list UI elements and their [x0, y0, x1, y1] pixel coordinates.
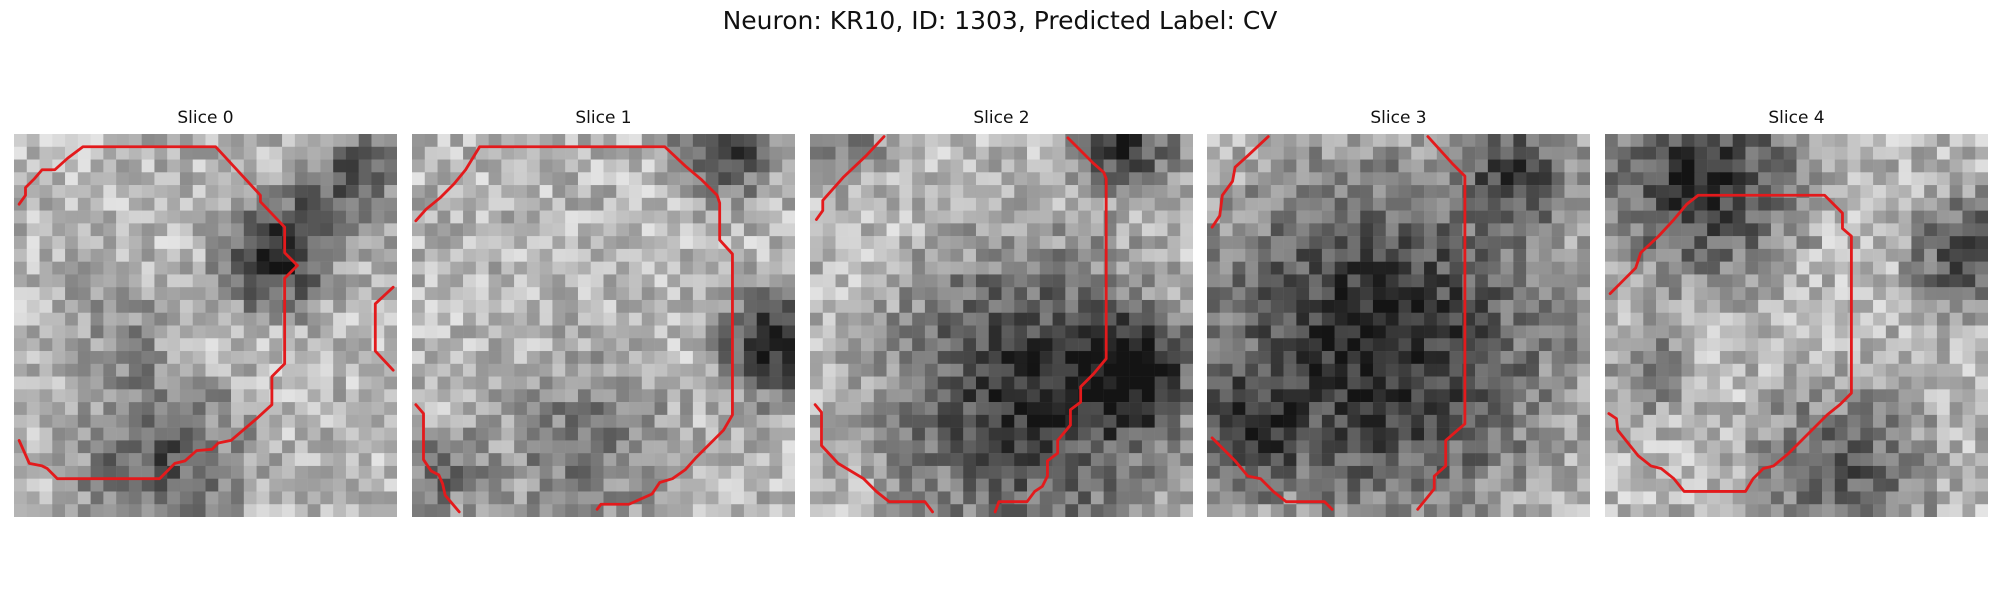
slice-2-image	[810, 134, 1193, 517]
slice-4-title: Slice 4	[1768, 108, 1825, 128]
slice-0-contour	[17, 145, 395, 481]
slice-2-contour	[813, 135, 1108, 514]
slice-0-image	[14, 134, 397, 517]
slice-4-pixels	[1605, 134, 1988, 517]
slice-3-title: Slice 3	[1370, 108, 1427, 128]
slice-1-image	[412, 134, 795, 517]
slice-0-pixels	[14, 134, 397, 517]
slice-3-pixels	[1207, 134, 1590, 517]
slice-1-pixels	[412, 134, 795, 517]
slice-0-title: Slice 0	[177, 108, 234, 128]
slice-1-contour	[414, 145, 734, 514]
slice-3-contour	[1210, 135, 1467, 511]
slice-2-pixels	[810, 134, 1193, 517]
slice-3-image	[1207, 134, 1590, 517]
slice-2-title: Slice 2	[973, 108, 1030, 128]
slice-4-image	[1605, 134, 1988, 517]
figure-title: Neuron: KR10, ID: 1303, Predicted Label:…	[722, 6, 1278, 35]
slice-4-contour	[1607, 193, 1853, 493]
slice-1-title: Slice 1	[575, 108, 632, 128]
